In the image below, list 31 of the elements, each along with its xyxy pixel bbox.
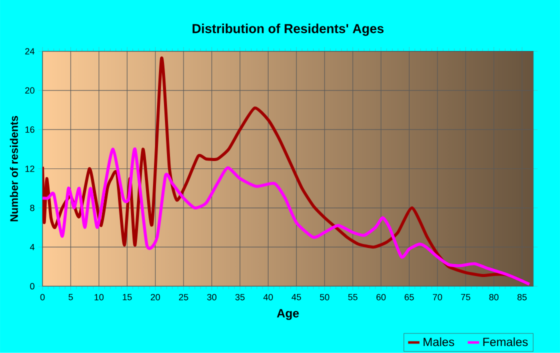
x-tick-label: 65 (404, 294, 414, 300)
y-axis-title: Number of residents (10, 116, 18, 222)
x-axis-title: Age (276, 309, 299, 320)
x-tick-label: 55 (348, 294, 358, 300)
x-tick-label: 30 (207, 294, 216, 300)
x-tick-label: 10 (94, 294, 104, 300)
x-tick-label: 45 (292, 294, 302, 300)
y-tick-label: 4 (30, 244, 34, 250)
y-tick-label: 12 (25, 166, 34, 172)
y-tick-label: 24 (25, 48, 34, 55)
y-tick-label: 16 (25, 126, 34, 133)
x-tick-label: 15 (122, 294, 132, 300)
y-tick-label: 8 (30, 204, 34, 212)
x-tick-label: 40 (263, 294, 273, 300)
y-tick-label: 0 (30, 283, 34, 290)
x-tick-label: 70 (432, 294, 442, 300)
x-tick-label: 25 (179, 294, 188, 300)
x-tick-label: 85 (517, 294, 527, 300)
chart-title: Distribution of Residents' Ages (192, 24, 384, 36)
x-tick-label: 35 (235, 294, 245, 300)
legend-label: Males (424, 337, 454, 346)
x-tick-label: 60 (376, 294, 386, 300)
x-tick-label: 20 (150, 294, 160, 300)
x-tick-label: 50 (320, 294, 330, 300)
line-series (42, 148, 531, 286)
x-tick-label: 0 (40, 294, 45, 300)
x-tick-label: 5 (68, 294, 73, 300)
legend-label: Females (483, 337, 528, 346)
x-tick-label: 80 (489, 294, 498, 300)
y-tick-label: 20 (25, 87, 34, 94)
x-tick-label: 75 (461, 294, 470, 300)
